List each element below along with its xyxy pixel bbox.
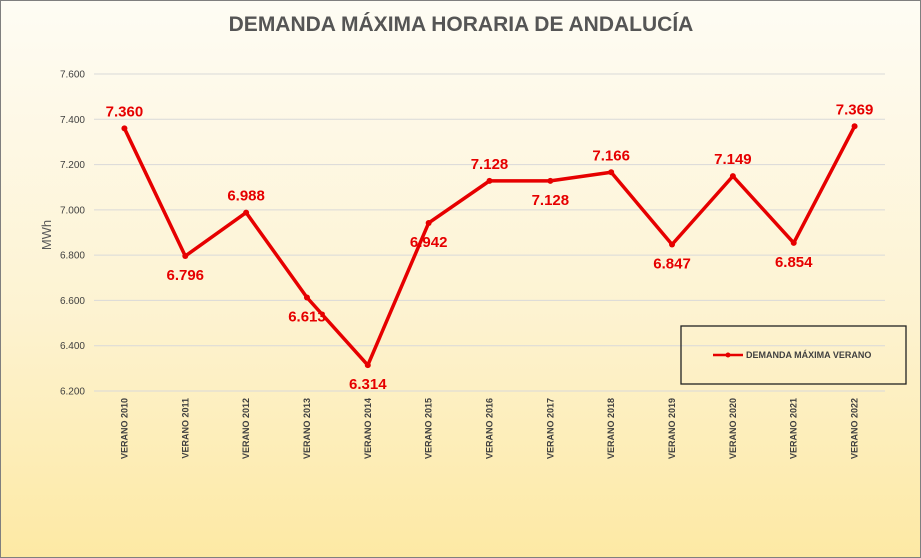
x-tick-label: VERANO 2019 — [667, 398, 677, 459]
x-tick-label: VERANO 2011 — [180, 398, 190, 459]
chart-title: DEMANDA MÁXIMA HORARIA DE ANDALUCÍA — [229, 13, 694, 36]
data-label: 6.942 — [410, 234, 448, 251]
data-point — [729, 173, 736, 180]
series-demanda-maxima-verano — [121, 123, 858, 369]
y-axis-ticks: 6.200 6.400 6.600 6.800 7.000 7.200 7.400 7.600 — [60, 70, 85, 398]
data-point — [121, 125, 128, 132]
legend-box — [680, 325, 907, 385]
x-tick-label: VERANO 2020 — [728, 398, 738, 459]
data-label: 7.128 — [471, 156, 509, 173]
y-tick-label: 6.200 — [60, 387, 85, 398]
x-tick-label: VERANO 2016 — [485, 398, 495, 459]
x-tick-label: VERANO 2021 — [789, 398, 799, 459]
data-point — [243, 209, 250, 216]
data-label: 6.796 — [166, 267, 204, 284]
data-point — [303, 294, 310, 301]
data-label: 7.149 — [714, 151, 752, 168]
x-tick-label: VERANO 2018 — [606, 398, 616, 459]
x-tick-label: VERANO 2013 — [302, 398, 312, 459]
data-point — [608, 169, 615, 176]
x-tick-label: VERANO 2015 — [424, 398, 434, 459]
data-point — [851, 123, 858, 130]
data-point — [669, 241, 676, 248]
gridlines — [94, 73, 885, 392]
data-label: 6.988 — [227, 188, 265, 205]
y-tick-label: 6.400 — [60, 341, 85, 352]
data-label: 7.369 — [836, 101, 874, 118]
y-axis-label: MWh — [39, 220, 54, 250]
x-axis-ticks: VERANO 2010 VERANO 2011 VERANO 2012 VERANO … — [119, 398, 859, 459]
data-point — [790, 239, 797, 246]
y-tick-label: 7.400 — [60, 115, 85, 126]
data-point — [182, 253, 189, 260]
y-tick-label: 7.600 — [60, 70, 85, 81]
legend-point-marker — [725, 352, 731, 358]
data-point — [364, 362, 371, 369]
data-point — [547, 177, 554, 184]
y-tick-label: 6.600 — [60, 296, 85, 307]
data-label: 6.854 — [775, 254, 813, 271]
data-label: 7.166 — [592, 147, 630, 164]
legend: DEMANDA MÁXIMA VERANO — [680, 325, 907, 385]
data-labels: 7.360 6.796 6.988 6.613 6.314 6.942 7.128 7.128… — [106, 101, 874, 393]
data-label: 6.314 — [349, 376, 387, 393]
y-tick-label: 7.200 — [60, 160, 85, 171]
data-point — [425, 219, 432, 226]
data-label: 6.613 — [288, 308, 326, 325]
data-point — [486, 177, 493, 184]
x-tick-label: VERANO 2017 — [545, 398, 555, 459]
x-tick-label: VERANO 2010 — [119, 398, 129, 459]
y-tick-label: 7.000 — [60, 205, 85, 216]
x-tick-label: VERANO 2022 — [850, 398, 860, 459]
x-tick-label: VERANO 2012 — [241, 398, 251, 459]
data-label: 6.847 — [653, 256, 691, 273]
y-tick-label: 6.800 — [60, 251, 85, 262]
data-label: 7.360 — [106, 103, 144, 120]
x-tick-label: VERANO 2014 — [363, 398, 373, 459]
data-label: 7.128 — [532, 192, 570, 209]
legend-entry-label: DEMANDA MÁXIMA VERANO — [746, 350, 871, 360]
